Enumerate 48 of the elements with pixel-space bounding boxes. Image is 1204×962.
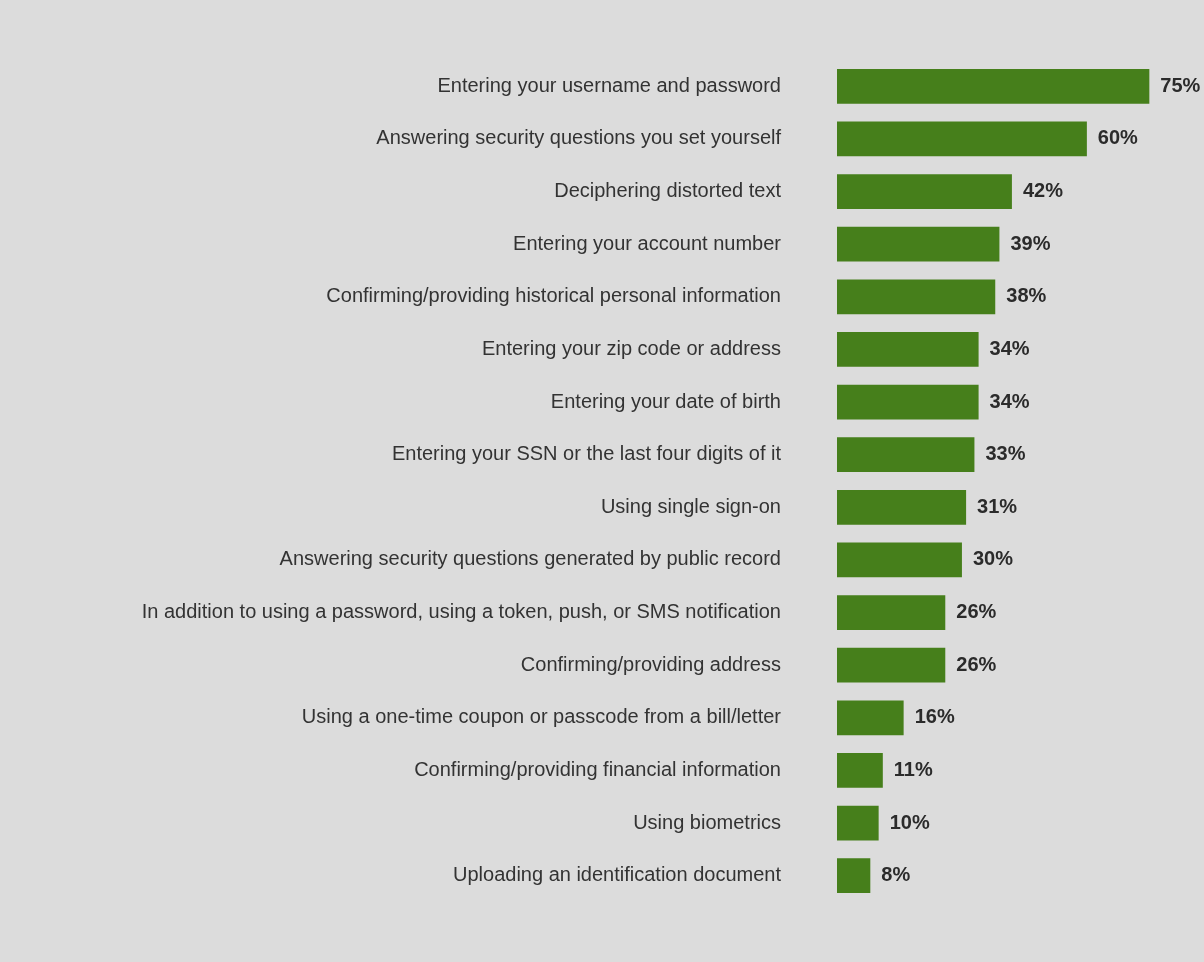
y-tick-label: Answering security questions you set yourself <box>376 126 782 149</box>
data-label: 10% <box>889 810 930 833</box>
y-tick-label: Confirming/providing historical personal information <box>326 284 781 307</box>
bar <box>837 753 883 788</box>
y-tick-label: Entering your username and password <box>437 73 781 96</box>
data-label: 75% <box>1160 73 1201 96</box>
data-label: 26% <box>956 652 997 675</box>
data-label: 16% <box>914 705 955 728</box>
bar <box>837 542 962 578</box>
bar <box>837 700 904 736</box>
bar <box>837 226 1000 262</box>
data-label: 60% <box>1097 126 1139 149</box>
y-tick-label: Using a one-time coupon or passcode from a bill/letter <box>301 705 782 728</box>
y-tick-label: Entering your SSN or the last four digits of it <box>391 442 782 465</box>
y-tick-label: Confirming/providing financial information <box>414 757 781 780</box>
bar <box>837 858 871 894</box>
y-tick-label: Entering your zip code or address <box>481 336 781 359</box>
y-tick-label: Confirming/providing address <box>520 652 781 675</box>
data-label: 26% <box>956 600 997 623</box>
bar <box>837 437 975 473</box>
data-label: 31% <box>977 494 1018 517</box>
y-tick-label: Entering your account number <box>513 231 782 254</box>
bar <box>837 489 967 525</box>
data-label: 33% <box>985 442 1026 465</box>
data-label: 34% <box>989 336 1030 359</box>
bar <box>837 595 946 630</box>
y-tick-label: Using single sign-on <box>600 494 781 517</box>
bar <box>837 805 879 841</box>
y-tick-label: Answering security questions generated by public record <box>279 547 781 570</box>
y-tick-label: Uploading an identification document <box>453 863 782 886</box>
y-tick-label: In addition to using a password, using a token, push, or SMS notification <box>141 600 781 623</box>
bar <box>837 174 1012 209</box>
data-label: 39% <box>1010 231 1051 254</box>
bar <box>837 647 946 683</box>
data-label: 34% <box>989 389 1030 412</box>
data-label: 38% <box>1006 284 1047 307</box>
bar <box>837 384 979 420</box>
bar <box>837 279 996 315</box>
data-label: 8% <box>881 863 911 886</box>
data-label: 42% <box>1022 179 1064 202</box>
bar <box>837 68 1150 104</box>
data-label: 30% <box>972 547 1014 570</box>
bar <box>837 332 979 367</box>
y-tick-label: Deciphering distorted text <box>554 179 782 202</box>
bar <box>837 121 1087 157</box>
y-tick-label: Using biometrics <box>633 810 781 833</box>
y-tick-label: Entering your date of birth <box>550 389 781 412</box>
data-label: 11% <box>893 757 933 780</box>
